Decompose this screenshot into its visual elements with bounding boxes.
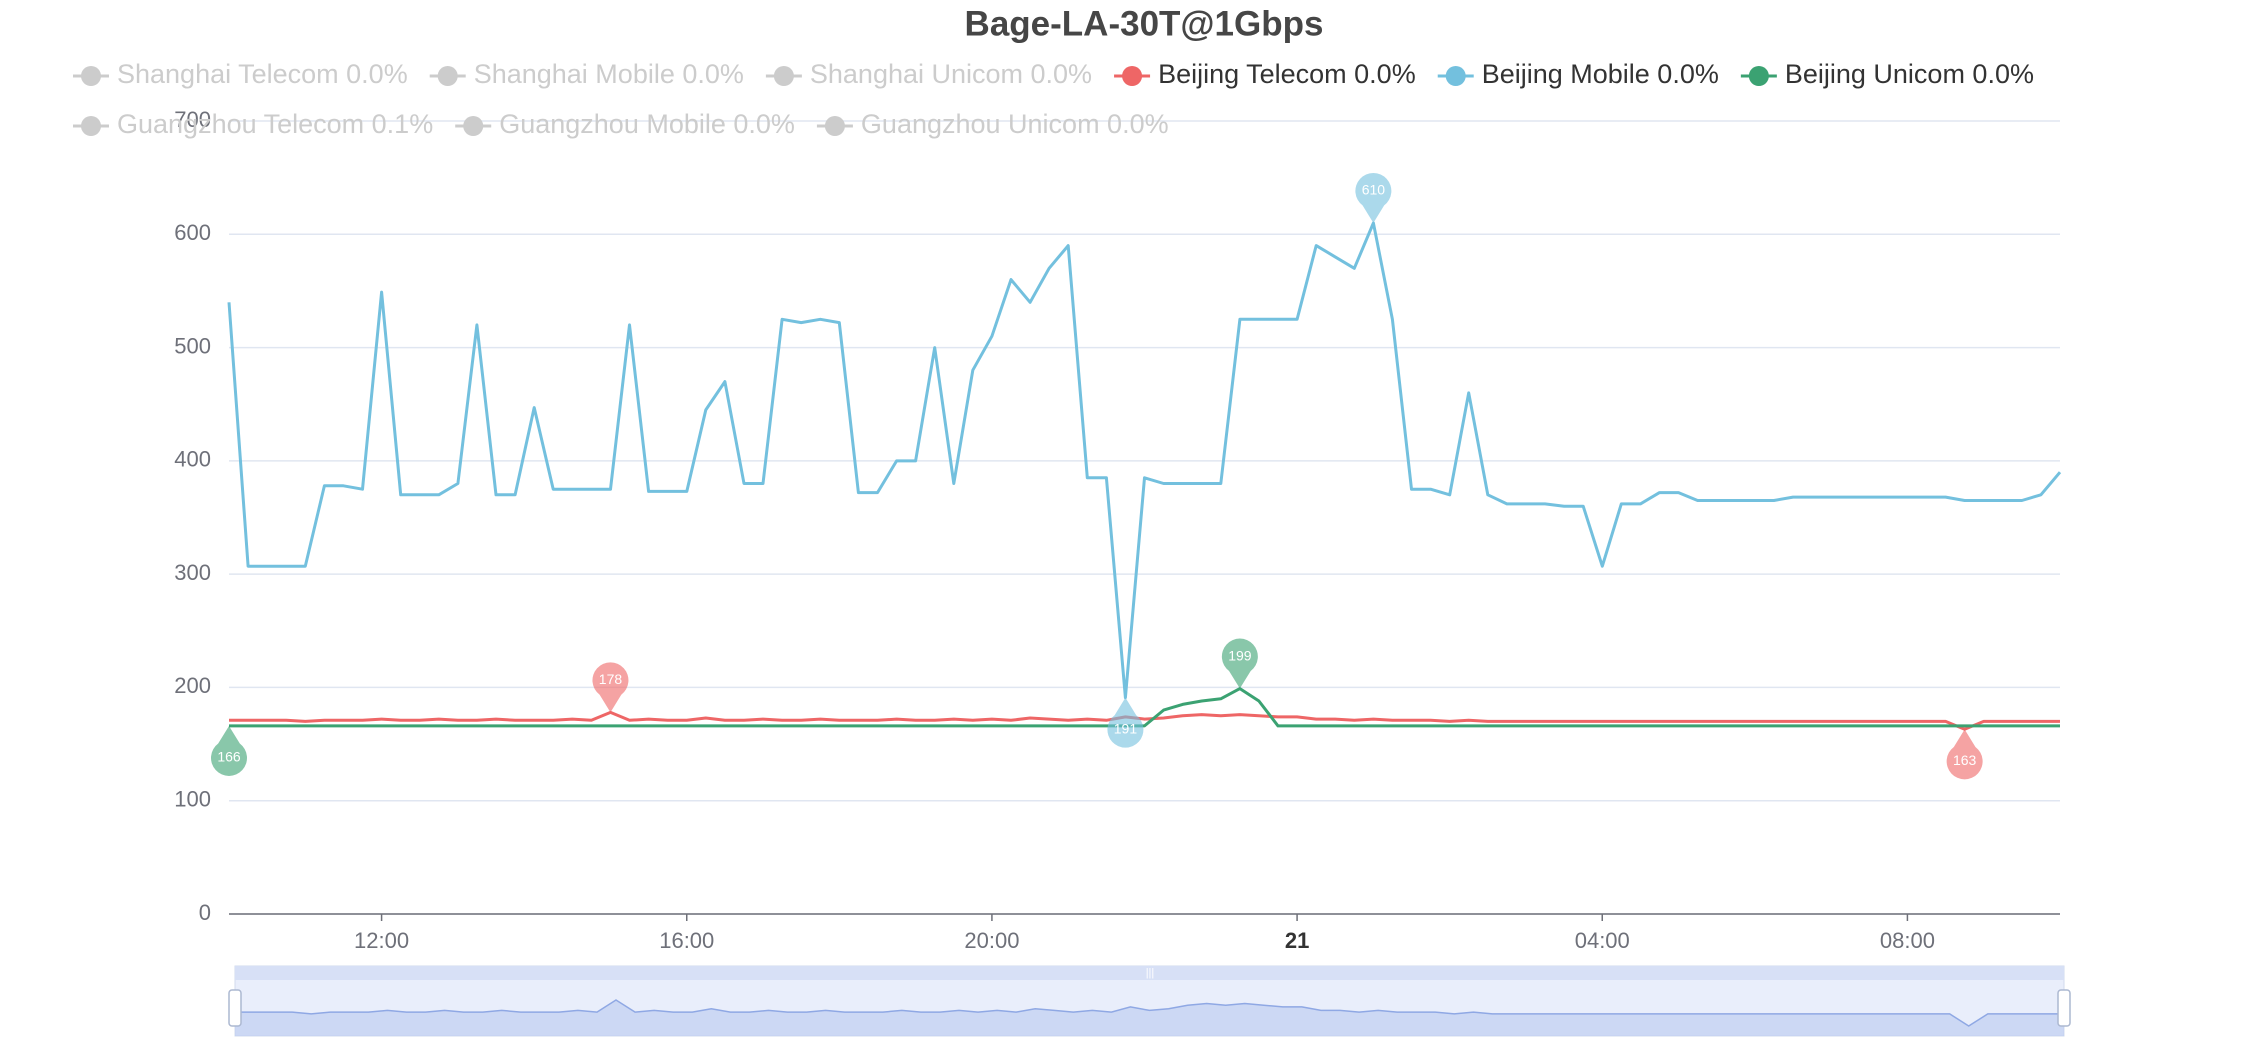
pin-label: 199 <box>1228 647 1252 663</box>
pin-label: 191 <box>1114 720 1138 736</box>
marker-pin: 191 <box>1107 697 1144 748</box>
x-tick-label: 21 <box>1285 928 1309 953</box>
legend-icon-dot <box>81 66 101 86</box>
pin-label: 610 <box>1362 182 1386 198</box>
pin-shape <box>1946 729 1983 780</box>
legend-label: Beijing Telecom 0.0% <box>1158 59 1416 89</box>
pin-label: 178 <box>599 671 623 687</box>
pin-shape <box>592 662 629 713</box>
y-tick-label: 600 <box>174 220 211 245</box>
y-tick-label: 400 <box>174 447 211 472</box>
series-line <box>229 687 2060 728</box>
legend-item[interactable]: Shanghai Telecom 0.0% <box>73 59 408 89</box>
legend-label: Guangzhou Unicom 0.0% <box>861 109 1169 139</box>
legend-item[interactable]: Shanghai Mobile 0.0% <box>429 59 744 89</box>
legend-label: Shanghai Telecom 0.0% <box>117 59 408 89</box>
y-tick-label: 700 <box>174 107 211 132</box>
x-tick-label: 08:00 <box>1880 928 1935 953</box>
pin-shape <box>1221 638 1258 689</box>
legend-label: Shanghai Unicom 0.0% <box>810 59 1092 89</box>
marker-pin: 199 <box>1221 638 1258 689</box>
legend-item[interactable]: Shanghai Unicom 0.0% <box>765 59 1092 89</box>
x-tick-label: 12:00 <box>354 928 409 953</box>
y-tick-label: 200 <box>174 673 211 698</box>
marker-pin: 166 <box>211 725 247 776</box>
legend-item[interactable]: Guangzhou Telecom 0.1% <box>73 109 433 139</box>
y-tick-label: 0 <box>199 900 211 925</box>
legend-item[interactable]: Guangzhou Unicom 0.0% <box>816 109 1169 139</box>
legend-label: Guangzhou Telecom 0.1% <box>117 109 433 139</box>
legend-icon-dot <box>824 116 845 136</box>
slider-handle[interactable] <box>2057 989 2071 1027</box>
pin-label: 166 <box>217 749 241 765</box>
marker-pin: 163 <box>1946 729 1983 780</box>
legend[interactable]: Shanghai Telecom 0.0% Shanghai Mobile 0.0… <box>73 59 2034 139</box>
legend-icon-dot <box>1748 66 1769 86</box>
slider-handle[interactable] <box>228 989 242 1027</box>
series-line <box>227 221 2062 700</box>
legend-icon-dot <box>81 116 101 136</box>
legend-label: Shanghai Mobile 0.0% <box>474 59 744 89</box>
pin-shape <box>1107 697 1144 748</box>
x-tick-label: 04:00 <box>1575 928 1630 953</box>
slider-top-bar[interactable] <box>235 966 2064 980</box>
marker-pin: 178 <box>592 662 629 713</box>
slider-overview-area <box>235 1000 2064 1036</box>
legend-label: Beijing Mobile 0.0% <box>1482 59 1719 89</box>
legend-icon-dot <box>1122 66 1143 86</box>
legend-item[interactable]: Beijing Telecom 0.0% <box>1114 59 1416 89</box>
legend-label: Beijing Unicom 0.0% <box>1785 59 2034 89</box>
chart-title: Bage-LA-30T@1Gbps <box>965 4 1324 43</box>
x-tick-label: 20:00 <box>964 928 1019 953</box>
legend-item[interactable]: Guangzhou Mobile 0.0% <box>455 109 795 139</box>
legend-icon-dot <box>1445 66 1466 86</box>
legend-item[interactable]: Beijing Unicom 0.0% <box>1740 59 2034 89</box>
pin-shape <box>211 725 247 776</box>
legend-icon-dot <box>463 116 484 136</box>
series-line <box>229 710 2060 731</box>
pin-shape <box>1355 172 1392 223</box>
y-tick-label: 500 <box>174 333 211 358</box>
x-tick-label: 16:00 <box>659 928 714 953</box>
legend-label: Guangzhou Mobile 0.0% <box>499 109 795 139</box>
plot: 178 163 610 191 199 166 <box>211 172 2062 780</box>
slider-grip[interactable]: ||| <box>1146 967 1155 979</box>
grid: 0 100 200 300 400 500 600 700 12:00 16:00 20:00 21 0… <box>174 107 2060 953</box>
pin-label: 163 <box>1953 752 1977 768</box>
y-tick-label: 300 <box>174 560 211 585</box>
marker-pin: 610 <box>1355 172 1392 223</box>
legend-icon-dot <box>437 66 458 86</box>
slider-overview-line <box>235 999 2064 1027</box>
legend-item[interactable]: Beijing Mobile 0.0% <box>1437 59 1719 89</box>
legend-icon-dot <box>773 66 794 86</box>
data-zoom-slider[interactable]: ||| <box>228 965 2071 1037</box>
y-tick-label: 100 <box>174 787 211 812</box>
